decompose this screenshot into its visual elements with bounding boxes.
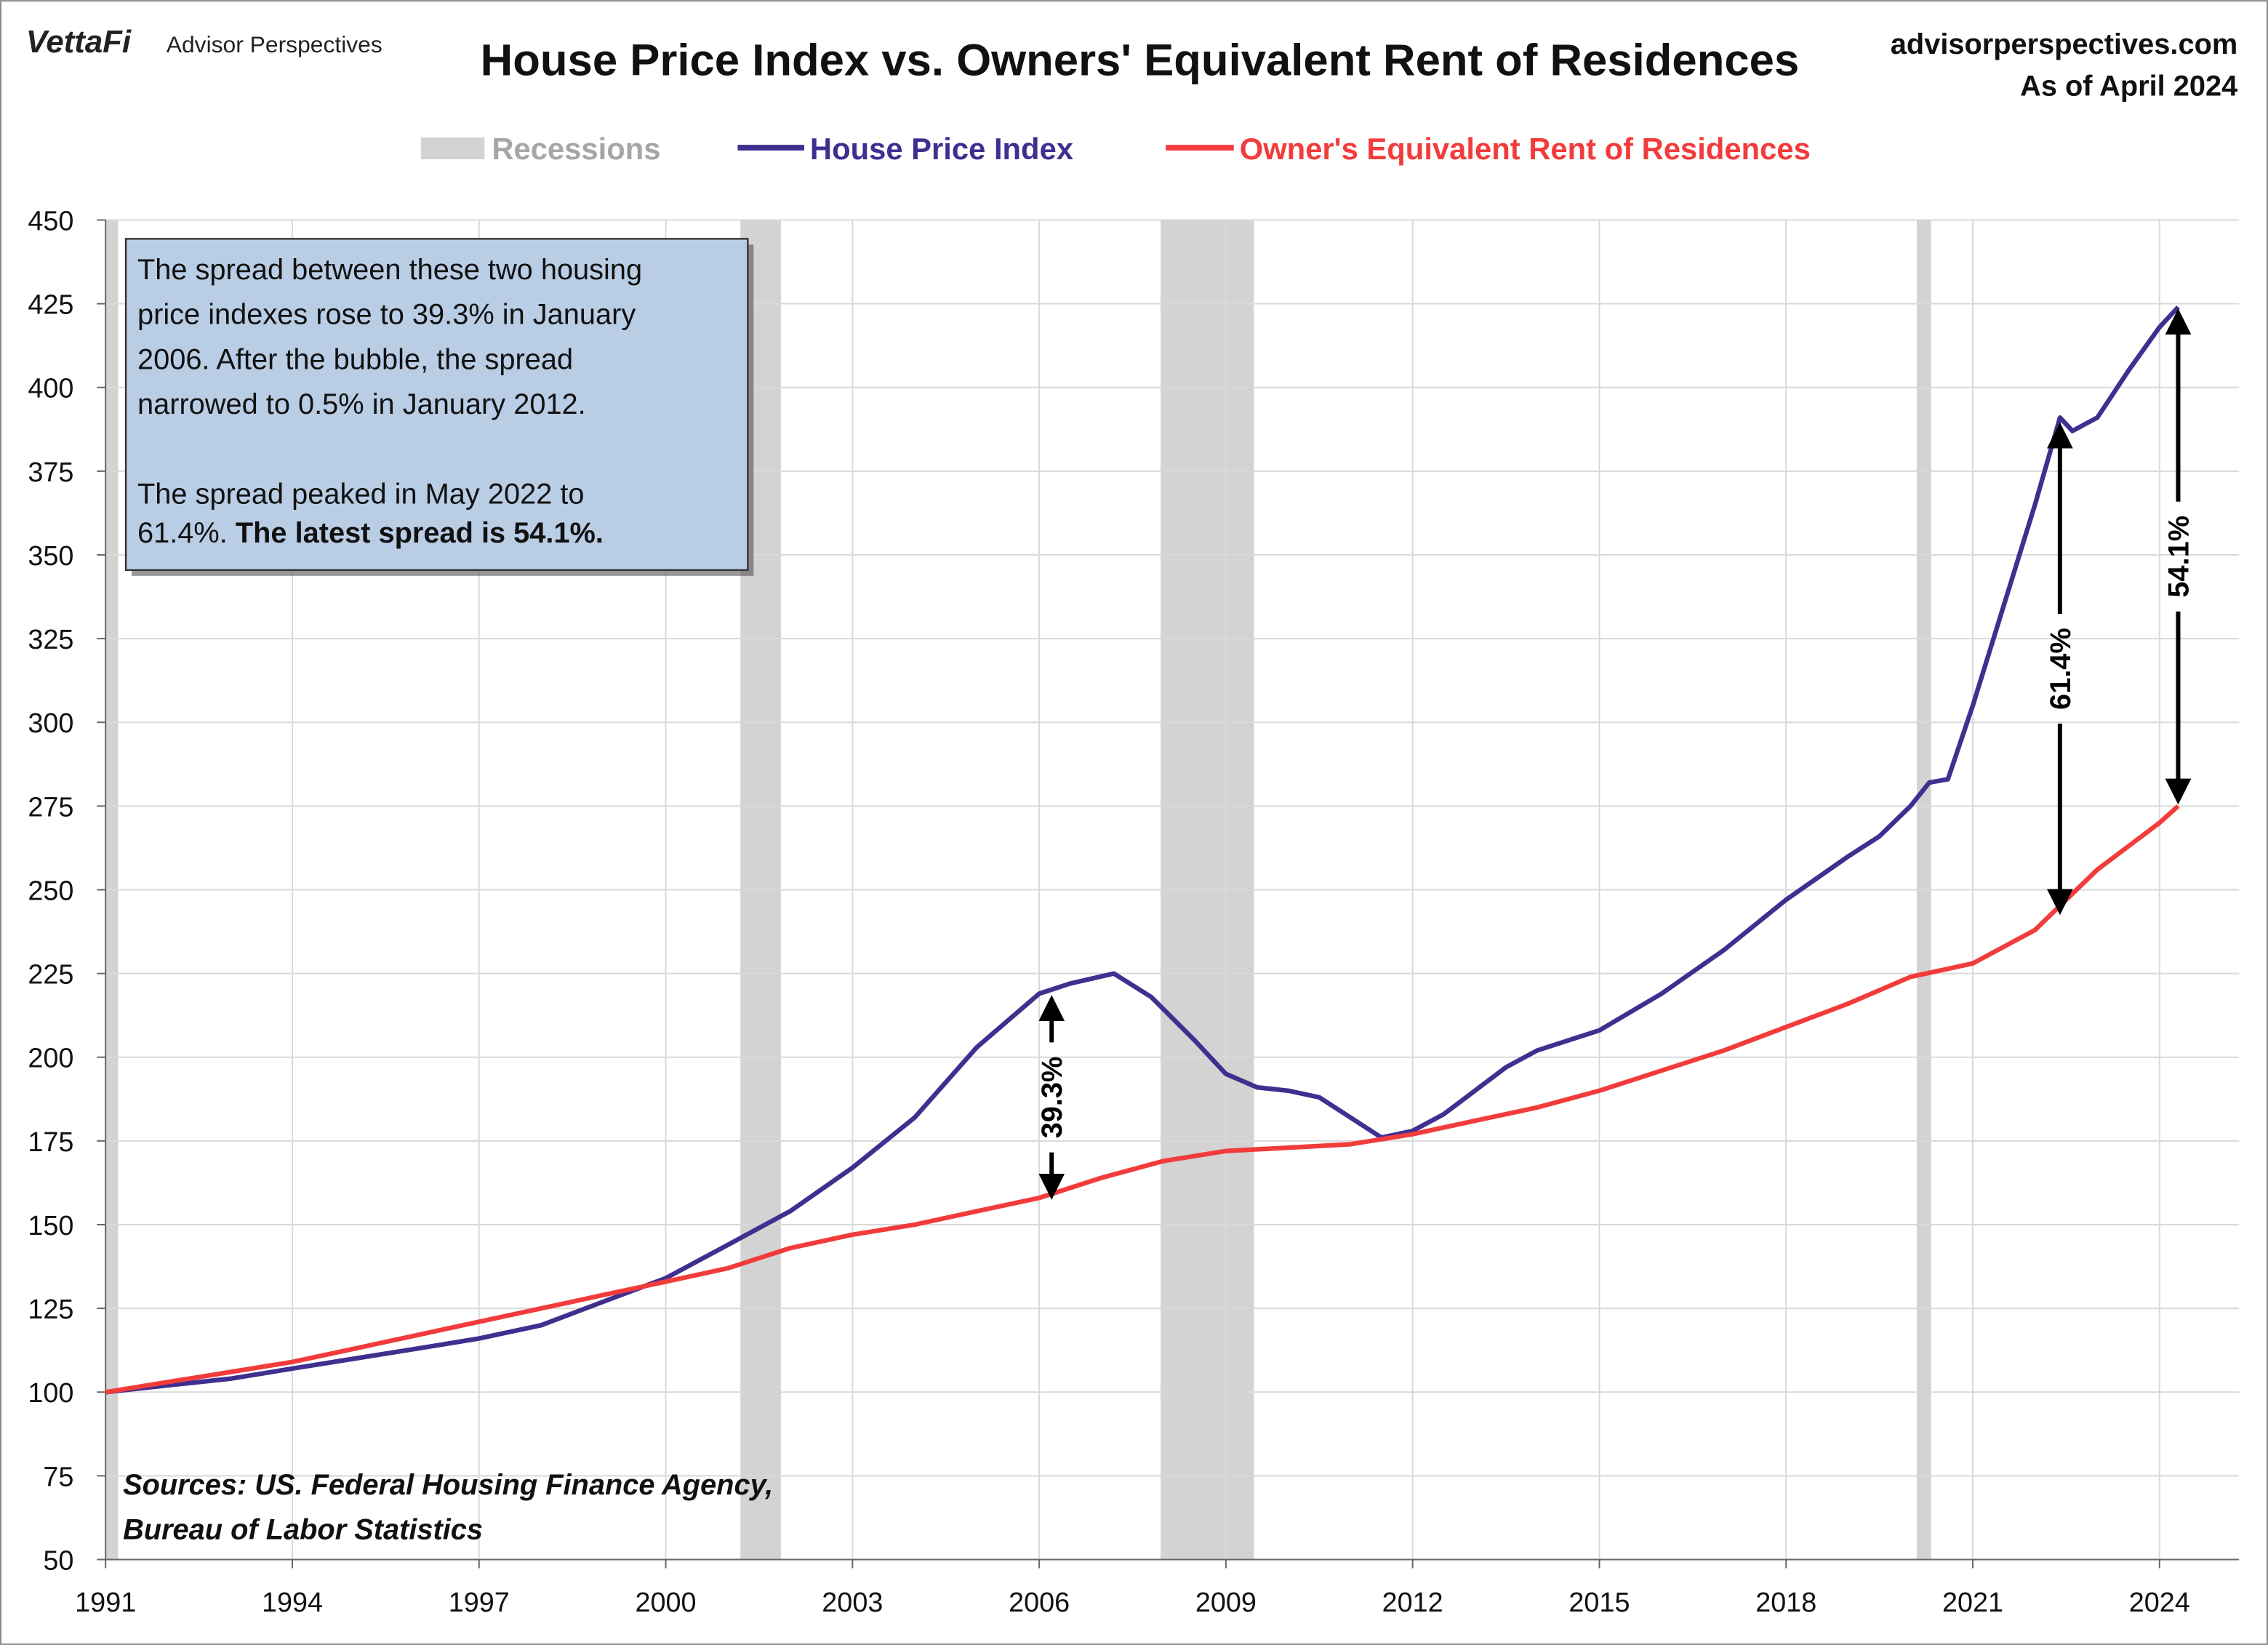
y-tick-label: 350 [28,541,73,572]
legend-label-hpi: House Price Index [810,132,1073,166]
y-tick-label: 250 [28,876,73,906]
y-tick-label: 275 [28,792,73,822]
textbox-last-bold: The latest spread is 54.1%. [236,517,604,549]
y-tick-label: 300 [28,708,73,739]
plot-area: 50 75 100 125 150 175 200 225 250 275 300 325 350 375… [28,206,2240,1618]
x-tick-label: 2006 [1009,1588,1070,1618]
y-tick-label: 400 [28,374,73,404]
y-tick-label: 375 [28,457,73,488]
textbox-line: The spread peaked in May 2022 to [137,478,585,510]
sources-line-2: Bureau of Labor Statistics [123,1514,483,1546]
spread-label: 54.1% [2163,516,2195,598]
x-tick-label: 2009 [1195,1588,1257,1618]
annotation-textbox: The spread between these two housing pric… [124,238,754,576]
x-tick-label: 1991 [75,1588,136,1618]
y-tick-label: 150 [28,1211,73,1241]
y-tick-label: 425 [28,290,73,321]
textbox-last-line: 61.4%. The latest spread is 54.1%. [137,517,604,549]
spread-label: 39.3% [1036,1057,1068,1139]
legend: Recessions House Price Index Owner's Equ… [420,132,1811,166]
textbox-line: The spread between these two housing [137,254,642,286]
spread-label: 61.4% [2045,628,2077,710]
as-of-date: As of April 2024 [2020,70,2237,102]
y-tick-label: 200 [28,1044,73,1074]
textbox-line: narrowed to 0.5% in January 2012. [137,388,586,420]
y-tick-label: 100 [28,1378,73,1409]
y-tick-label: 225 [28,960,73,990]
textbox-line: 2006. After the bubble, the spread [137,343,573,375]
site-url: advisorperspectives.com [1891,28,2237,60]
sources-line-1: Sources: US. Federal Housing Finance Age… [123,1469,773,1501]
y-tick-label: 175 [28,1127,73,1158]
textbox-background [124,238,749,572]
y-tick-label: 75 [43,1462,73,1492]
x-tick-label: 1994 [262,1588,323,1618]
x-tick-label: 2015 [1568,1588,1630,1618]
y-tick-label: 125 [28,1294,73,1325]
y-tick-label: 50 [43,1545,73,1576]
x-tick-label: 2000 [636,1588,697,1618]
legend-label-recessions: Recessions [492,132,660,166]
x-tick-label: 2024 [2129,1588,2190,1618]
logo-brand: VettaFi [26,24,132,60]
logo-subtitle: Advisor Perspectives [167,31,382,57]
series-line-oer [105,804,2180,1395]
y-tick-label: 325 [28,625,73,655]
textbox-line: price indexes rose to 39.3% in January [137,299,636,331]
legend-swatch-recessions [420,137,485,159]
textbox-last-normal: 61.4%. [137,517,236,549]
x-tick-label: 2012 [1382,1588,1443,1618]
chart-title: House Price Index vs. Owners' Equivalent… [481,36,1800,86]
y-tick-label: 450 [28,206,73,236]
x-tick-label: 2003 [822,1588,883,1618]
legend-label-oer: Owner's Equivalent Rent of Residences [1240,132,1811,166]
series-line-hpi [105,305,2180,1395]
x-tick-label: 1997 [449,1588,510,1618]
x-tick-label: 2021 [1942,1588,2003,1618]
x-tick-label: 2018 [1755,1588,1816,1618]
